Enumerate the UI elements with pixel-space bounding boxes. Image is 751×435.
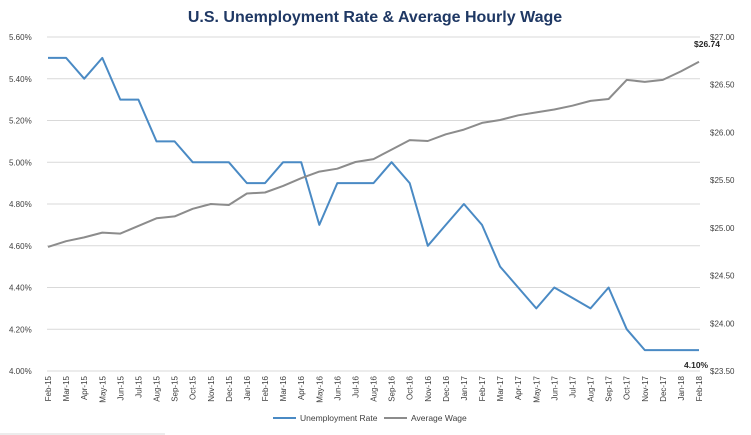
x-tick-label: Jan-18 [677,375,686,400]
x-tick-label: Nov-17 [641,375,650,401]
x-tick-label: Sep-16 [388,375,397,401]
y-left-tick-label: 4.40% [9,284,32,293]
x-tick-label: May-17 [532,375,541,402]
x-tick-label: May-16 [315,375,324,402]
legend-label-unemployment: Unemployment Rate [300,413,378,423]
legend-label-wage: Average Wage [411,413,467,423]
x-tick-label: Feb-15 [44,375,53,401]
y-left-tick-label: 5.00% [9,158,32,167]
y-axis-right: $23.50 $24.00 $24.50 $25.00 $25.50 $26.00 $26.… [710,33,735,376]
x-tick-label: Sep-15 [171,375,180,401]
x-tick-label: Aug-15 [153,375,162,401]
unemployment-last-label: 4.10% [684,360,709,370]
y-left-tick-label: 4.80% [9,200,32,209]
y-right-tick-label: $23.50 [710,367,735,376]
x-tick-label: Mar-15 [62,375,71,401]
gridlines [47,36,700,372]
x-tick-label: May-15 [98,375,107,402]
x-tick-label: Jul-17 [568,375,577,397]
x-tick-label: Apr-16 [297,375,306,400]
annotations: $26.74 4.10% [684,39,720,370]
x-tick-label: Apr-17 [514,375,523,400]
x-tick-label: Aug-16 [370,375,379,401]
x-tick-label: Oct-17 [623,375,632,400]
y-right-tick-label: $26.50 [710,81,735,90]
x-tick-label: Oct-15 [189,375,198,400]
y-right-tick-label: $25.00 [710,224,735,233]
x-tick-label: Dec-16 [442,375,451,401]
x-tick-label: Jan-17 [460,375,469,400]
x-tick-label: Dec-15 [225,375,234,401]
series-lines [47,56,700,352]
average-wage-line [47,60,700,248]
x-tick-label: Apr-15 [80,375,89,400]
unemployment-rate-line [48,56,699,352]
x-tick-label: Jan-16 [243,375,252,400]
x-tick-label: Mar-16 [279,375,288,401]
x-tick-label: Jul-15 [134,375,143,397]
y-left-tick-label: 5.60% [9,33,32,42]
x-tick-label: Dec-17 [659,375,668,401]
y-left-tick-label: 4.00% [9,367,32,376]
wage-last-label: $26.74 [694,39,720,49]
x-tick-label: Jun-16 [333,375,342,400]
x-tick-label: Mar-17 [496,375,505,401]
x-tick-label: Feb-16 [261,375,270,401]
x-tick-label: Aug-17 [587,375,596,401]
x-tick-label: Sep-17 [605,375,614,401]
y-right-tick-label: $27.00 [710,33,735,42]
legend: Unemployment Rate Average Wage [273,413,467,423]
y-left-tick-label: 4.60% [9,242,32,251]
x-tick-label: Jul-16 [351,375,360,397]
x-tick-label: Feb-18 [695,375,704,401]
y-right-tick-label: $24.00 [710,319,735,328]
y-right-tick-label: $25.50 [710,176,735,185]
chart-title: U.S. Unemployment Rate & Average Hourly … [188,9,562,26]
y-right-tick-label: $26.00 [710,128,735,137]
x-tick-label: Feb-17 [478,375,487,401]
x-tick-label: Jun-17 [550,375,559,400]
x-tick-label: Nov-15 [207,375,216,401]
x-tick-label: Jun-15 [116,375,125,400]
y-left-tick-label: 5.40% [9,75,32,84]
x-tick-label: Nov-16 [424,375,433,401]
y-left-tick-label: 5.20% [9,117,32,126]
y-left-tick-label: 4.20% [9,325,32,334]
x-axis: Feb-15 Mar-15 Apr-15 May-15 Jun-15 Jul-15 Aug-… [44,375,704,402]
y-right-tick-label: $24.50 [710,272,735,281]
x-tick-label: Oct-16 [406,375,415,400]
y-axis-left: 4.00% 4.20% 4.40% 4.60% 4.80% 5.00% 5.20% 5.40%… [9,33,32,376]
